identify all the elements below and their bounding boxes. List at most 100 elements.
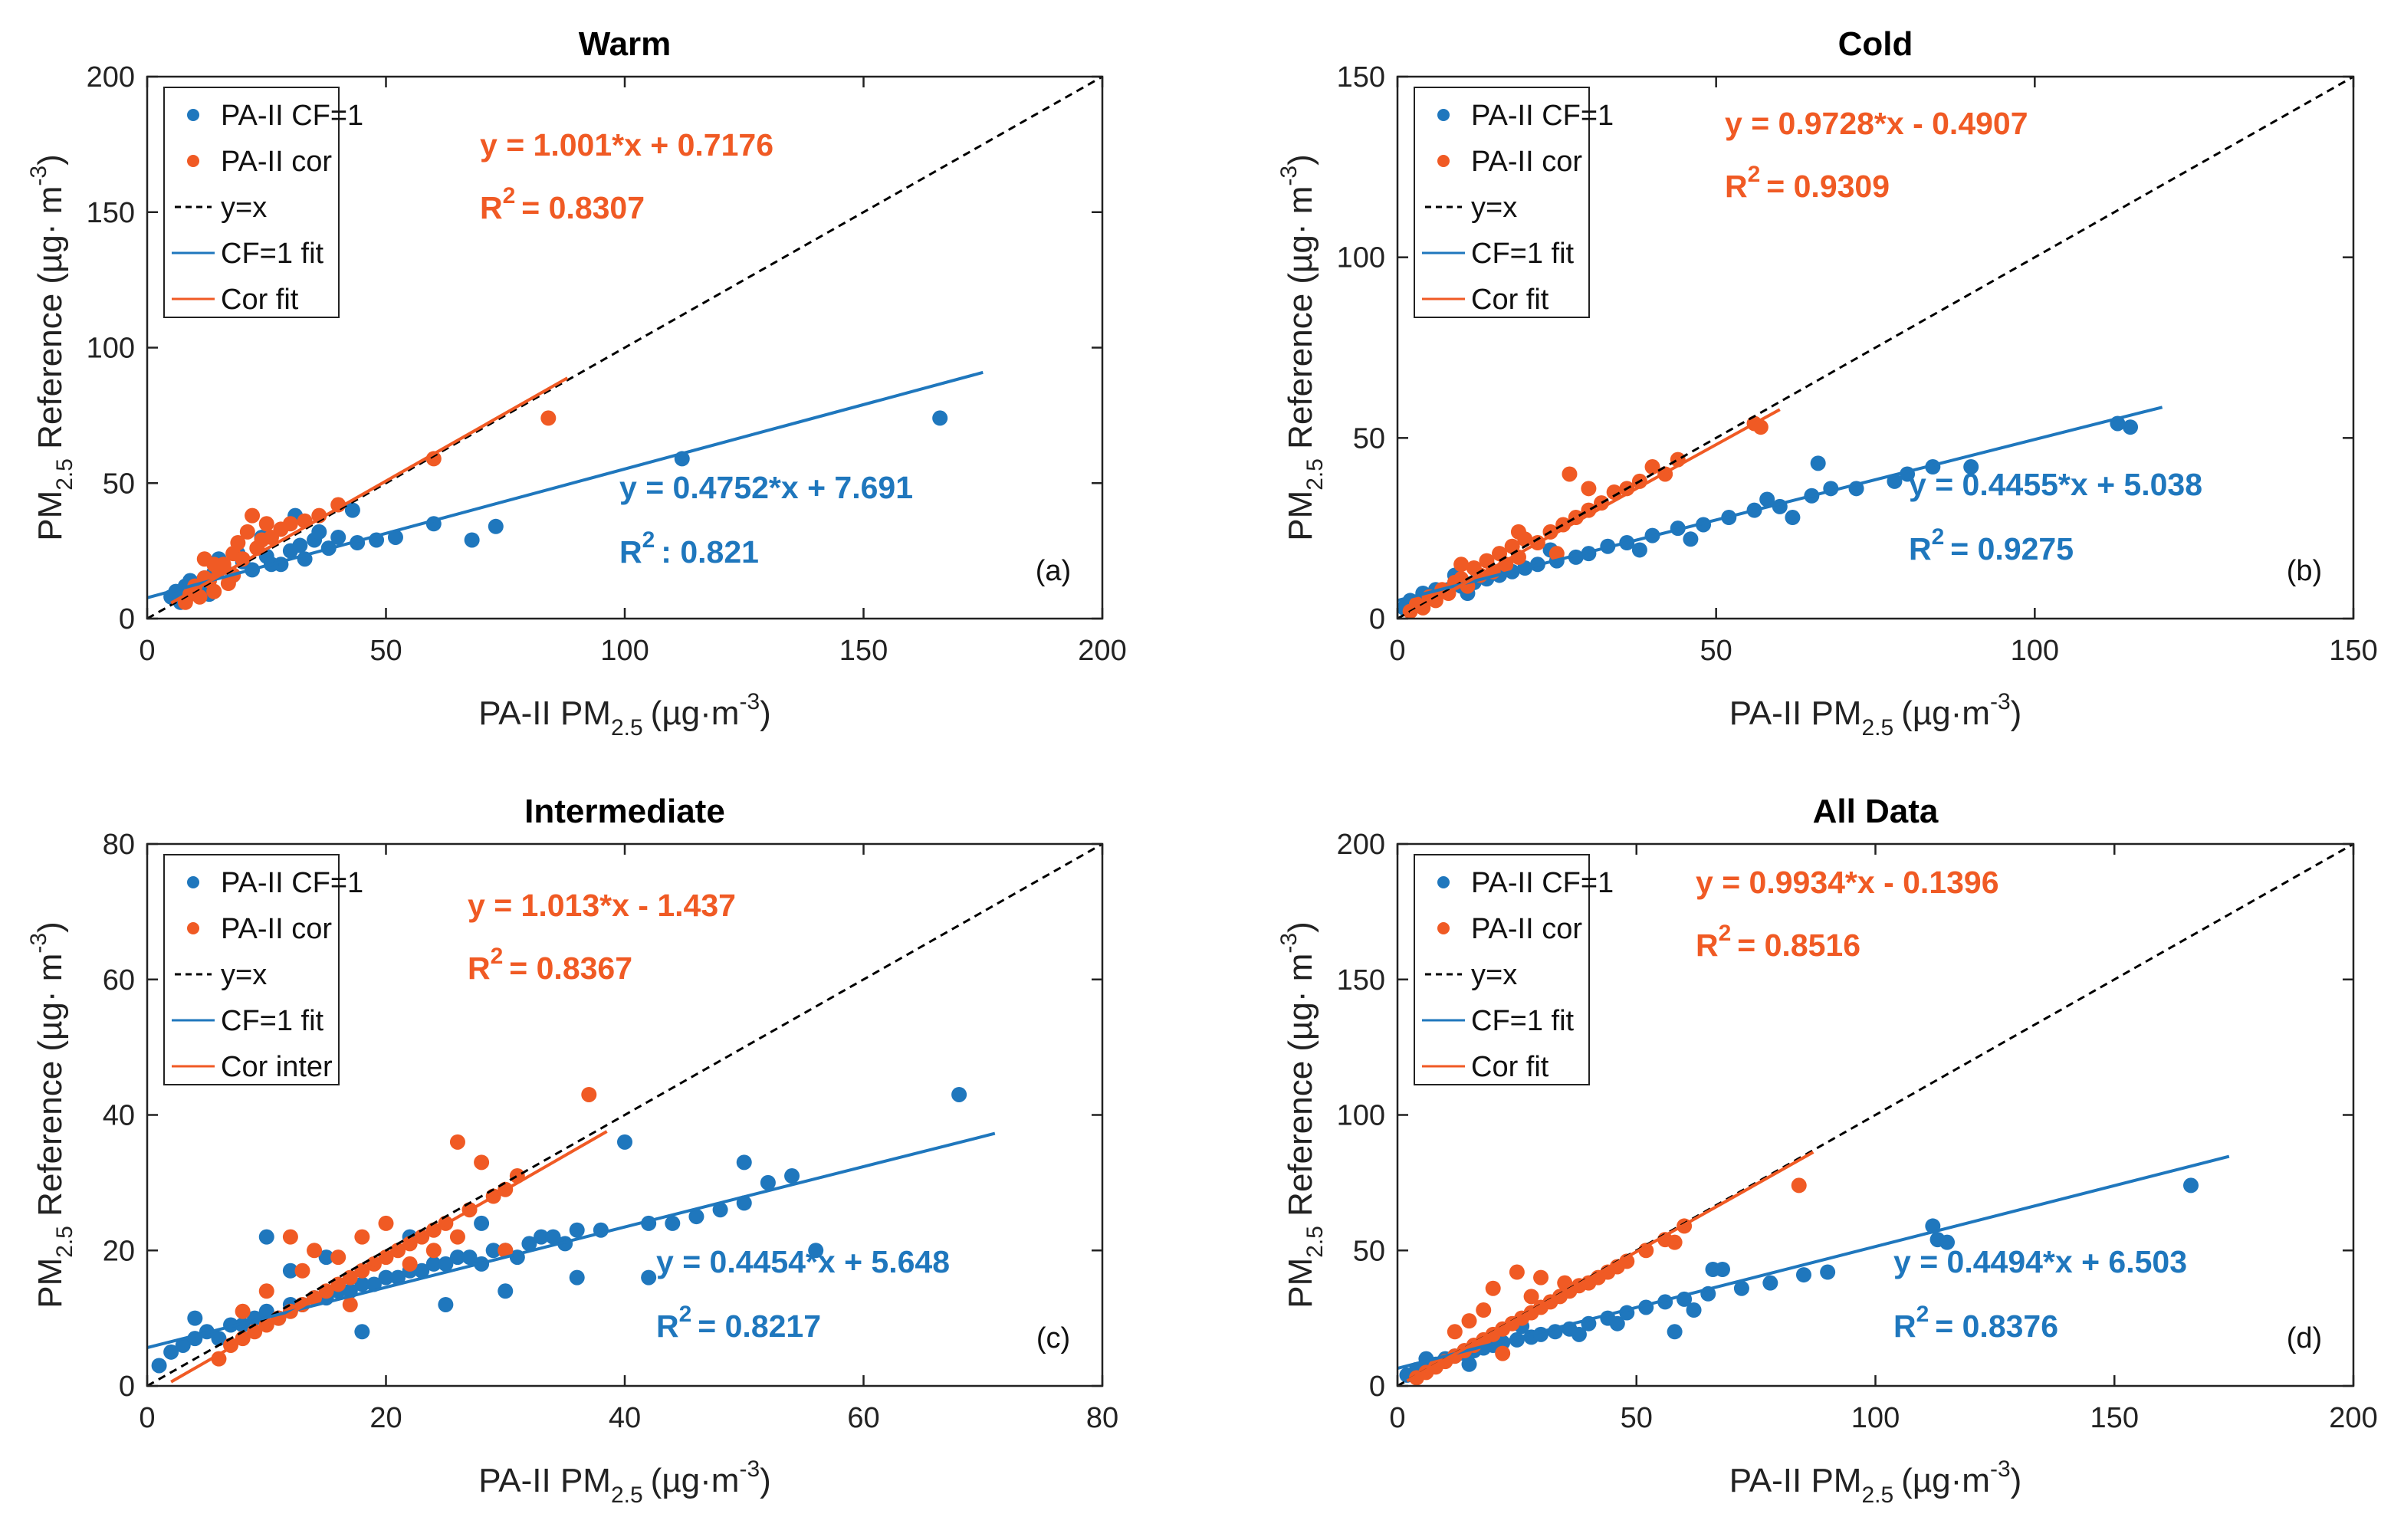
- data-point: [1453, 557, 1470, 573]
- cor-fit-line: [170, 376, 569, 605]
- data-point: [1533, 1269, 1549, 1286]
- legend-label: Cor fit: [1471, 284, 1549, 316]
- cor-fit-equation: y = 0.9728*x - 0.4907: [1725, 106, 2028, 141]
- data-point: [1609, 1315, 1625, 1331]
- cf1-fit-line: [1397, 1154, 2230, 1370]
- data-point: [354, 1324, 370, 1340]
- chart-title: Intermediate: [524, 793, 725, 830]
- data-point: [378, 1269, 394, 1286]
- data-point: [1548, 546, 1565, 562]
- data-point: [474, 1154, 490, 1171]
- data-point: [1887, 473, 1903, 489]
- data-point: [1686, 1302, 1702, 1318]
- cor-fit-r2: R2 = 0.8367: [468, 944, 632, 986]
- data-point: [1762, 1275, 1778, 1291]
- data-point: [1638, 1243, 1654, 1259]
- cor-fit-equation: y = 1.013*x - 1.437: [468, 888, 736, 923]
- ylabel-main: PM: [1282, 491, 1319, 541]
- x-axis-label: PA-II PM2.5 (µg·m-3): [1729, 1456, 2022, 1508]
- data-point: [1447, 1324, 1463, 1340]
- data-point: [498, 1283, 514, 1299]
- data-point: [1820, 1264, 1836, 1280]
- data-point: [1476, 1302, 1492, 1318]
- cor-fit-line: [1406, 1151, 1814, 1383]
- data-point: [282, 516, 298, 532]
- cor-fit-r2: R2 = 0.8307: [480, 183, 645, 225]
- data-point: [258, 516, 274, 532]
- r2-value: = 0.9309: [1766, 169, 1890, 204]
- ylabel-rest: Reference (µg· m: [1282, 954, 1319, 1226]
- panel-4: All Data 0 50 100 150 200 0 50 100 150 200 PA-II PM…: [1276, 793, 2378, 1508]
- data-point: [498, 1243, 514, 1259]
- ylabel-main: PM: [31, 491, 69, 541]
- data-point: [1523, 1289, 1539, 1305]
- xlabel-exp: -3: [739, 689, 760, 714]
- data-point: [712, 1202, 728, 1218]
- cf1-fit-r2: R2 = 0.8376: [1893, 1302, 2058, 1344]
- legend-cf1-marker: [187, 109, 199, 121]
- y-tick-label: 40: [103, 1100, 135, 1132]
- x-tick-label: 60: [847, 1402, 879, 1434]
- x-tick-label: 80: [1086, 1402, 1118, 1434]
- ylabel-rest: Reference (µg· m: [1282, 186, 1319, 458]
- legend-label: y=x: [221, 192, 267, 224]
- data-point: [1557, 1275, 1573, 1291]
- legend-label: CF=1 fit: [221, 238, 324, 270]
- x-tick-label: 200: [2329, 1402, 2377, 1434]
- y-tick-label: 0: [119, 1371, 135, 1403]
- xlabel-unit: (µg·m: [1901, 694, 1990, 732]
- data-point: [1495, 1345, 1511, 1361]
- y-axis: 0 50 100 150: [1337, 61, 2353, 635]
- plot-area: [147, 77, 1102, 619]
- ylabel-close: ): [31, 921, 69, 933]
- legend-cor-marker: [187, 155, 199, 167]
- legend-box: [1414, 854, 1590, 1085]
- xlabel-sub: 2.5: [1861, 715, 1893, 740]
- data-point: [1963, 459, 1979, 475]
- data-point: [464, 532, 480, 548]
- xlabel-close: ): [2011, 1462, 2022, 1499]
- series-cf1: [1397, 415, 2139, 616]
- r2-value: = 0.8307: [521, 190, 645, 225]
- data-point: [2183, 1177, 2199, 1194]
- r2-sup: 2: [642, 527, 655, 553]
- xlabel-close: ): [760, 694, 771, 732]
- cor-fit-r2: R2 = 0.8516: [1696, 921, 1860, 963]
- data-point: [402, 1256, 418, 1272]
- legend-box: [163, 87, 340, 318]
- y-tick-label: 50: [103, 468, 135, 500]
- data-point: [485, 1243, 501, 1259]
- ylabel-main: PM: [31, 1258, 69, 1309]
- r2-label: R: [480, 190, 503, 225]
- r2-label: R: [468, 951, 491, 986]
- data-point: [569, 1269, 585, 1286]
- y-axis-label: PM2.5 Reference (µg· m-3): [26, 921, 77, 1309]
- data-point: [311, 524, 327, 540]
- xlabel-unit: (µg·m: [651, 1462, 740, 1499]
- data-point: [258, 1283, 274, 1299]
- legend-label: y=x: [1471, 192, 1517, 224]
- data-point: [1485, 1280, 1501, 1296]
- legend: PA-II CF=1 PA-II cor y=x CF=1 fit Cor fit: [1414, 87, 1614, 318]
- plot-area: [1397, 844, 2353, 1386]
- data-point: [387, 529, 403, 545]
- chart-title: All Data: [1813, 793, 1939, 830]
- panel-label: (a): [1036, 555, 1071, 587]
- data-point: [1571, 1326, 1587, 1342]
- series-cor: [177, 410, 557, 610]
- data-point: [425, 1243, 442, 1259]
- data-point: [235, 1303, 251, 1319]
- series-cor: [211, 1086, 597, 1367]
- xlabel-main: PA-II PM: [1729, 1462, 1862, 1499]
- data-point: [461, 1249, 478, 1266]
- data-point: [1785, 510, 1801, 526]
- y-axis-label: PM2.5 Reference (µg· m-3): [1276, 921, 1328, 1309]
- ylabel-exp: -3: [26, 166, 51, 186]
- cf1-fit-equation: y = 0.4752*x + 7.691: [619, 470, 913, 505]
- x-tick-label: 50: [369, 635, 402, 667]
- cf1-fit-line: [147, 370, 984, 599]
- legend-label: CF=1 fit: [1471, 1005, 1575, 1037]
- series-cf1: [163, 410, 948, 610]
